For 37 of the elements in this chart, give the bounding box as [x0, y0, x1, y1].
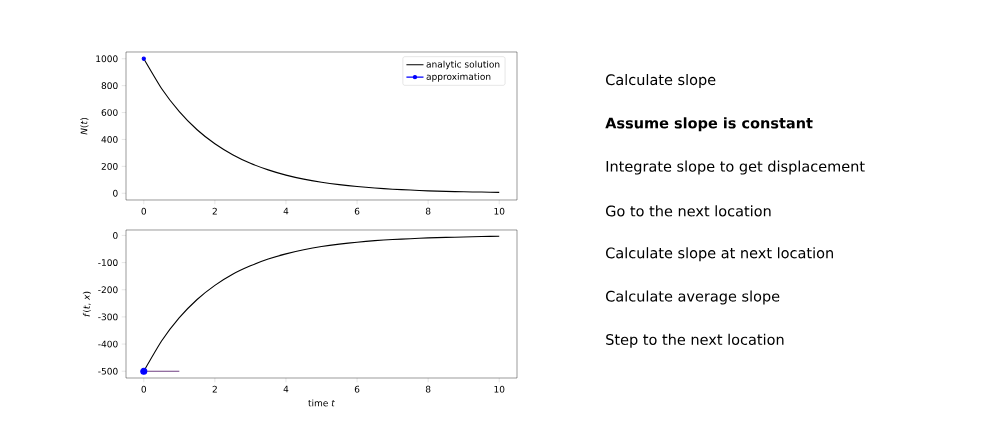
text: Go to the next location: [606, 205, 771, 217]
x-tick-label: 4: [283, 385, 289, 393]
text: Calculate average slope: [606, 290, 780, 305]
y-tick-label: -100: [98, 259, 118, 266]
y-tick-label: -200: [98, 286, 118, 294]
y-tick-label: 0: [113, 232, 118, 239]
x-tick-label: 8: [425, 207, 431, 215]
text: Calculate slope at next location: [606, 247, 833, 262]
x-tick-label: 0: [141, 385, 147, 393]
x-tick-label: 8: [425, 385, 431, 393]
x-tick-label: 2: [212, 207, 217, 215]
x-tick-label: 6: [354, 207, 360, 215]
x-tick-label: 2: [212, 385, 217, 393]
x-tick-label: 10: [494, 385, 505, 393]
text: Step to the next location: [606, 333, 784, 348]
y-tick-label: -500: [98, 367, 118, 375]
y-tick-label: 800: [101, 82, 118, 90]
y-axis-title: N(t): [80, 117, 89, 135]
y-tick-label: 400: [101, 136, 118, 143]
x-tick-label: 6: [354, 385, 360, 393]
x-tick-label: 4: [283, 207, 289, 215]
y-tick-label: 600: [101, 109, 118, 116]
y-axis-title: f(t, x): [82, 291, 91, 317]
text: Integrate slope to get displacement: [606, 160, 865, 175]
x-tick-label: 10: [494, 207, 505, 215]
text: Calculate slope: [606, 73, 716, 89]
y-tick-label: -400: [98, 340, 118, 348]
line-series: [143, 58, 500, 193]
y-tick-label: -300: [98, 313, 118, 321]
legend-label: analytic solution: [426, 60, 500, 70]
y-tick-label: 200: [101, 162, 118, 170]
x-axis-title: time t: [308, 399, 336, 407]
text: Assume slope is constant: [605, 117, 813, 132]
x-tick-label: 0: [141, 207, 147, 215]
y-tick-label: 1000: [96, 55, 118, 63]
y-tick-label: 0: [113, 189, 118, 197]
legend-label: approximation: [426, 72, 491, 82]
